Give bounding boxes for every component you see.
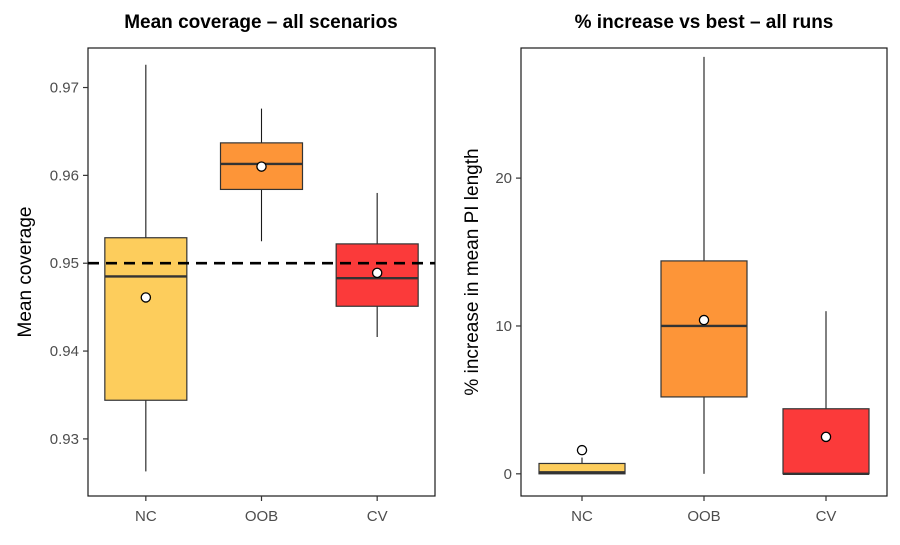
y-tick-label: 0.94 — [50, 343, 79, 360]
y-axis-label: Mean coverage — [15, 207, 36, 338]
x-tick-label: OOB — [245, 508, 278, 525]
chart-title: % increase vs best – all runs — [575, 12, 834, 33]
y-tick-label: 0 — [504, 466, 512, 483]
mean-point — [140, 292, 152, 303]
mean-point — [576, 444, 588, 456]
panel-pi-length-increase: % increase vs best – all runs % increase… — [462, 12, 888, 525]
y-tick-label: 10 — [495, 318, 512, 335]
box-nc — [104, 237, 188, 401]
y-axis-label: % increase in mean PI length — [462, 148, 483, 395]
x-tick-label: OOB — [687, 508, 720, 525]
box-oob — [660, 260, 748, 398]
mean-point — [698, 314, 710, 326]
y-tick-label: 0.97 — [50, 80, 79, 97]
y-tick-label: 0.95 — [50, 255, 79, 272]
box-nc — [538, 462, 626, 475]
x-tick-label: CV — [816, 508, 837, 525]
panel-mean-coverage: Mean coverage – all scenarios Mean cover… — [15, 12, 436, 525]
y-tick-label: 20 — [495, 170, 512, 187]
x-tick-label: CV — [367, 508, 388, 525]
chart-title: Mean coverage – all scenarios — [124, 12, 398, 33]
y-tick-label: 0.93 — [50, 431, 79, 448]
x-tick-label: NC — [135, 508, 157, 525]
y-tick-label: 0.96 — [50, 167, 79, 184]
x-tick-label: NC — [571, 508, 593, 525]
mean-point — [371, 267, 383, 279]
mean-point — [820, 431, 832, 443]
mean-point — [256, 161, 267, 172]
